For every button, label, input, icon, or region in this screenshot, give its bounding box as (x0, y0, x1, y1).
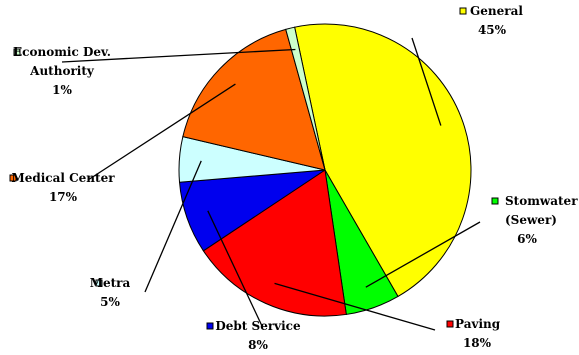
slice-label-stomwater-sewer-line-2: (Sewer) (505, 213, 557, 227)
pie-slices (178, 23, 472, 317)
slice-percent-stomwater-sewer: 6% (517, 232, 537, 246)
slice-labels: General 45% Stomwater (Sewer) 6% Paving 18% Deb… (9, 4, 578, 352)
leader-line-medical-center (87, 83, 236, 181)
slice-label-medical-center: Medical Center (11, 171, 115, 185)
slice-percent-medical-center: 17% (49, 190, 78, 204)
slice-percent-paving: 18% (463, 336, 492, 350)
slice-percent-general: 45% (478, 23, 507, 37)
leader-line-general (411, 37, 442, 126)
slice-percent-metra: 5% (100, 295, 120, 309)
slice-label-paving: Paving (455, 317, 501, 331)
slice-label-debt-service: Debt Service (215, 319, 301, 333)
legend-marker-general (459, 7, 467, 15)
legend-marker-stomwater-sewer (491, 197, 499, 205)
slice-label-metra: Metra (90, 276, 131, 290)
slice-label-stomwater-sewer-line-1: Stomwater (505, 194, 578, 208)
leader-line-debt-service (207, 210, 263, 327)
pie-slice-medical-center (182, 28, 326, 171)
slice-label-general: General (470, 4, 523, 18)
leader-line-paving (274, 282, 436, 331)
pie-slice-paving (202, 169, 347, 317)
slice-label-economic-dev-authority-line-2: Authority (29, 64, 95, 78)
legend-marker-debt-service (206, 322, 214, 330)
legend-marker-medical-center (9, 174, 17, 182)
leader-line-stomwater-sewer (365, 221, 481, 288)
slice-label-economic-dev-authority-line-1: Economic Dev. (13, 45, 111, 59)
legend-marker-metra (95, 279, 103, 287)
leader-line-metra (144, 160, 202, 293)
slice-percent-debt-service: 8% (248, 338, 268, 352)
legend-marker-paving (446, 320, 454, 328)
pie-slice-economic-dev-authority (285, 26, 326, 171)
leader-line-economic-dev-authority (61, 48, 296, 63)
legend-marker-economic-dev-authority (13, 48, 21, 56)
slice-percent-economic-dev-authority: 1% (52, 83, 72, 97)
leader-lines (61, 37, 481, 331)
pie-slice-general (294, 23, 472, 298)
